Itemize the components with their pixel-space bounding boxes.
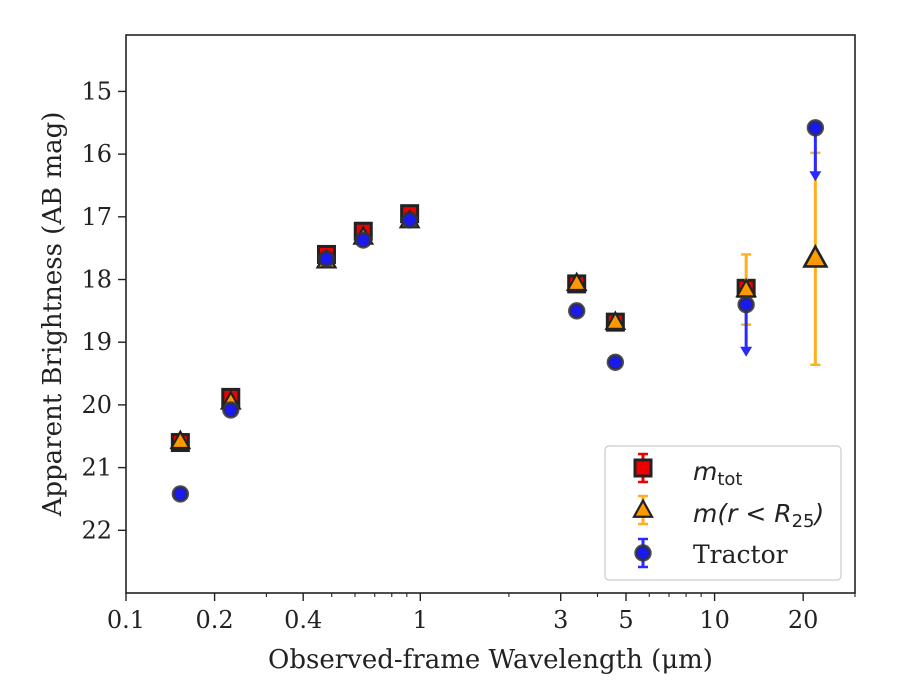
y-tick-label: 15	[81, 77, 112, 105]
y-tick-label: 21	[81, 454, 112, 482]
legend-label-tractor: Tractor	[693, 540, 788, 569]
data-marks	[169, 119, 829, 503]
data-point-circle	[317, 250, 336, 268]
y-tick-label: 17	[81, 203, 112, 231]
data-point-circle	[171, 485, 190, 503]
data-point-triangle	[169, 429, 192, 450]
data-point-circle	[806, 119, 825, 137]
legend-marker-triangle	[632, 498, 654, 518]
legend-label-mtot: mtot	[693, 457, 743, 490]
axes: 0.1 0.2 0.4 1 3 5 10 20 15 16 17 18 19 20 21 22	[81, 77, 856, 634]
x-tick-label: 20	[788, 606, 819, 634]
data-point-circle	[568, 302, 586, 320]
data-point-circle	[354, 231, 372, 249]
data-point-circle	[222, 401, 240, 419]
y-axis-label: Apparent Brightness (AB mag)	[38, 112, 68, 518]
plot-frame	[125, 34, 856, 594]
x-tick-label: 0.4	[284, 606, 322, 634]
data-point-triangle	[565, 271, 588, 292]
x-tick-label: 0.2	[196, 606, 234, 634]
x-axis-label: Observed-frame Wavelength (μm)	[268, 645, 713, 675]
y-tick-label: 16	[81, 140, 112, 168]
x-tick-label: 3	[553, 606, 568, 634]
data-point-triangle	[802, 243, 829, 268]
legend-label-m-r25: m(r < R25)	[693, 499, 824, 532]
x-tick-label: 5	[618, 606, 633, 634]
data-point-circle	[737, 295, 755, 314]
legend: mtot m(r < R25) Tractor	[604, 445, 842, 581]
x-tick-label: 0.1	[107, 606, 145, 634]
y-tick-label: 22	[81, 516, 112, 544]
legend-marker-square	[633, 458, 653, 478]
legend-marker-circle	[634, 544, 652, 562]
legend-frame	[604, 445, 842, 581]
y-tick-label: 20	[81, 391, 112, 419]
upper-limit-arrow-head	[740, 346, 753, 357]
y-tick-label: 19	[81, 328, 112, 356]
data-point-circle	[606, 353, 625, 371]
legend-markers	[632, 452, 654, 569]
y-tick-label: 18	[81, 266, 112, 294]
x-tick-label: 10	[699, 606, 730, 634]
series-circle	[171, 119, 825, 503]
data-point-circle	[400, 211, 419, 229]
x-tick-label: 1	[413, 606, 428, 634]
upper-limit-arrow-head	[809, 171, 822, 182]
data-point-triangle	[604, 310, 627, 331]
